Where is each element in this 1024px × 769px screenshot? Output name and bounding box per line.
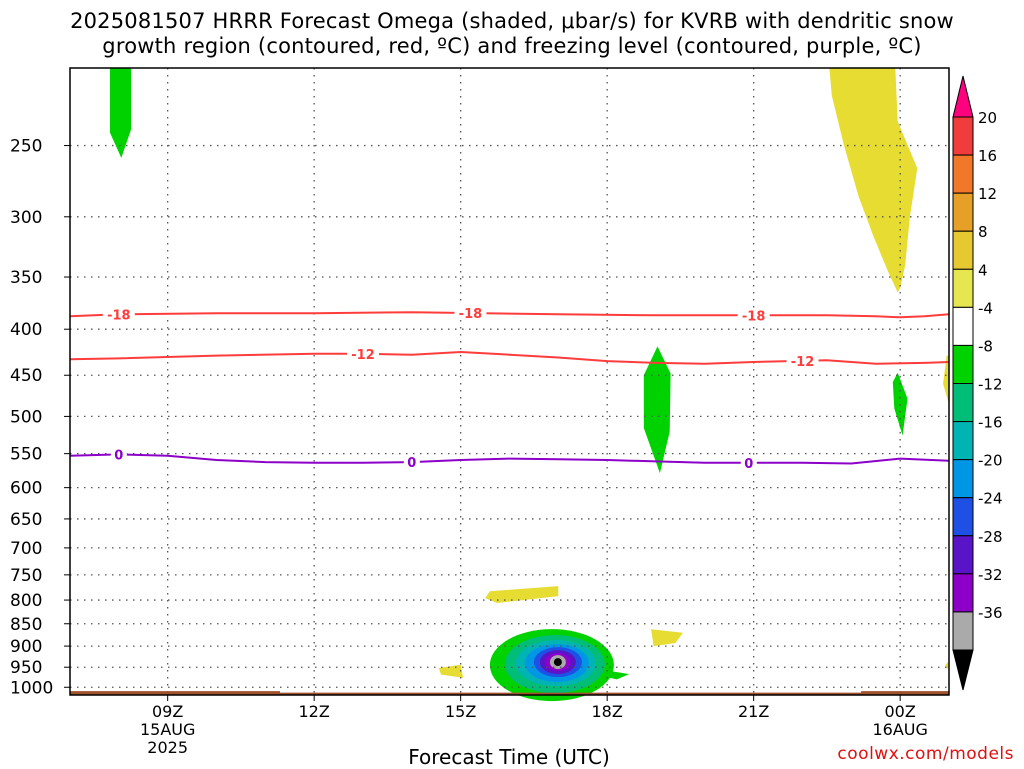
colorbar-swatch — [952, 383, 974, 423]
y-tick-label: 400 — [10, 320, 42, 340]
descent-region-right-edge — [943, 355, 949, 405]
x-tick-label: 21Z — [738, 702, 769, 721]
y-tick-label: 700 — [10, 539, 42, 559]
colorbar-swatch — [952, 459, 974, 499]
colorbar-arrow-top — [952, 75, 974, 118]
omega-shading-layer — [110, 68, 949, 702]
colorbar-swatch — [952, 497, 974, 537]
contour-label: -12 — [791, 355, 815, 370]
y-tick-label: 300 — [10, 208, 42, 228]
colorbar-swatch — [952, 421, 974, 461]
y-tick-label: 650 — [10, 510, 42, 530]
ascent-region-mid — [643, 346, 671, 474]
contour-line — [69, 311, 950, 319]
y-tick-label: 250 — [10, 137, 42, 157]
colorbar-label: -4 — [978, 299, 993, 317]
colorbar-swatch — [952, 230, 974, 270]
x-tick-sublabel: 16AUG — [872, 720, 927, 739]
contour-label-bg — [454, 306, 487, 321]
colorbar-label: -28 — [978, 528, 1003, 546]
colorbar-label: -20 — [978, 452, 1003, 470]
plot-frame — [69, 67, 950, 696]
contour-label-bg — [110, 447, 127, 462]
colorbar-label: -16 — [978, 414, 1003, 432]
colorbar-label: 12 — [978, 185, 997, 203]
colorbar-swatch — [952, 192, 974, 232]
y-tick-label: 600 — [10, 479, 42, 499]
colorbar-swatch — [952, 573, 974, 613]
y-tick-label: 550 — [10, 445, 42, 465]
contour-label-bg — [347, 346, 379, 361]
contour-label: 0 — [407, 456, 416, 471]
contour-line — [69, 453, 950, 465]
contour-label: -12 — [351, 348, 375, 363]
terrain-layer — [70, 691, 949, 695]
contour-label-bg — [740, 455, 757, 470]
colorbar-label: -12 — [978, 376, 1003, 394]
contour-lines: -18 -18 -18 -12 -12 0 0 0 — [69, 306, 950, 472]
contour-label-bg — [737, 308, 770, 323]
ascent-core-tail — [602, 670, 630, 680]
y-tick-label: 500 — [10, 407, 42, 427]
chart-title-line-1: 2025081507 HRRR Forecast Omega (shaded, … — [70, 9, 954, 33]
chart-title-line-2: growth region (contoured, red, ºC) and f… — [102, 34, 922, 58]
terrain-fill — [70, 691, 949, 695]
colorbar-swatch — [952, 611, 974, 651]
contour-label: -18 — [459, 307, 483, 322]
colorbar-swatch — [952, 344, 974, 384]
ascent-core-ring-8 — [553, 658, 562, 667]
colorbar-label: 8 — [978, 223, 988, 241]
x-tick-label: 12Z — [299, 702, 330, 721]
x-tick-label: 18Z — [592, 702, 623, 721]
y-axis-ticks: 2503003504004505005506006507007508008509… — [10, 137, 70, 698]
colorbar-swatch — [952, 268, 974, 308]
contour-label: -18 — [742, 309, 766, 324]
x-axis-label: Forecast Time (UTC) — [408, 745, 610, 769]
colorbar-label: 4 — [978, 261, 988, 279]
x-tick-label: 09Z — [152, 702, 183, 721]
colorbar-label: -8 — [978, 337, 993, 355]
contour-label: 0 — [744, 457, 753, 472]
y-tick-label: 350 — [10, 268, 42, 288]
colorbar-arrow-bottom — [952, 649, 974, 691]
ascent-region-upper — [110, 68, 131, 158]
colorbar-label: 20 — [978, 109, 997, 127]
y-tick-label: 750 — [10, 566, 42, 586]
x-tick-sublabel: 2025 — [147, 738, 188, 757]
contour-label-bg — [786, 353, 819, 368]
y-tick-label: 1000 — [10, 678, 53, 698]
colorbar-label: -24 — [978, 490, 1003, 508]
descent-region-right-edge-low — [945, 661, 949, 671]
colorbar: 20 16 12 8 4 -4 -8 -12 -16 -20 -24 -28 -32 -36 — [952, 75, 1003, 691]
colorbar-label: -36 — [978, 604, 1003, 622]
descent-region-870 — [651, 629, 683, 647]
descent-region-800 — [485, 586, 559, 603]
colorbar-swatch — [952, 535, 974, 575]
colorbar-label: -32 — [978, 566, 1003, 584]
y-tick-label: 450 — [10, 366, 42, 386]
colorbar-swatch — [952, 116, 974, 156]
contour-line — [69, 350, 950, 365]
y-tick-label: 900 — [10, 637, 42, 657]
x-tick-sublabel: 15AUG — [140, 720, 195, 739]
colorbar-label: 16 — [978, 147, 997, 165]
credit-text: coolwx.com/models — [837, 744, 1014, 764]
descent-region-960 — [438, 664, 464, 678]
x-tick-label: 00Z — [885, 702, 916, 721]
colorbar-swatch — [952, 306, 974, 346]
contour-label-bg — [403, 455, 420, 470]
contour-label-bg — [102, 307, 135, 322]
y-tick-label: 850 — [10, 615, 42, 635]
y-tick-label: 800 — [10, 591, 42, 611]
colorbar-swatch — [952, 154, 974, 194]
contour-label: -18 — [107, 308, 131, 323]
y-tick-label: 950 — [10, 658, 42, 678]
contour-label: 0 — [114, 448, 123, 463]
x-tick-label: 15Z — [445, 702, 476, 721]
descent-region-upper — [829, 68, 918, 293]
